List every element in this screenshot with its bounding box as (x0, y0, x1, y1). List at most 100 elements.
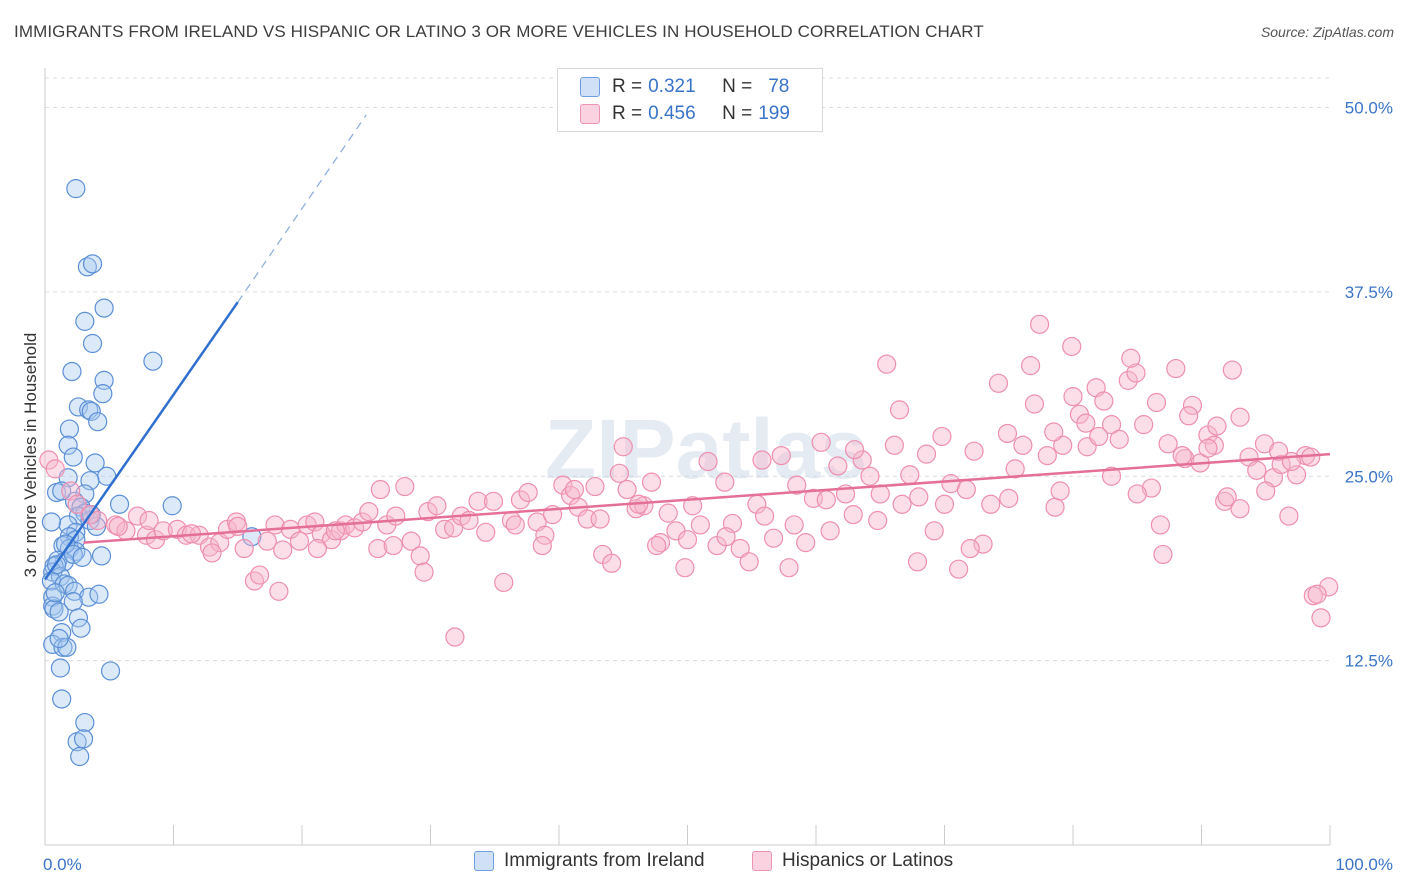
point-ireland (91, 546, 112, 566)
point-ireland (93, 384, 113, 404)
point-hispanic (202, 543, 222, 563)
point-hispanic (1126, 363, 1146, 383)
point-hispanic (269, 581, 289, 601)
point-hispanic (476, 522, 496, 542)
point-hispanic (932, 426, 952, 447)
point-ireland (62, 361, 82, 382)
point-hispanic (816, 490, 836, 510)
hispanic-legend-swatch (752, 851, 772, 871)
point-ireland (59, 419, 80, 439)
point-hispanic (1013, 435, 1033, 455)
source-label: Source: ZipAtlas.com (1260, 24, 1394, 40)
hispanic-swatch (580, 104, 600, 124)
point-hispanic (779, 558, 799, 578)
point-hispanic (1230, 407, 1250, 427)
watermark: ZIPatlas (545, 402, 867, 496)
point-hispanic (1182, 395, 1203, 416)
point-hispanic (386, 506, 406, 526)
point-hispanic (414, 562, 434, 582)
point-hispanic (1207, 416, 1227, 436)
trend-lines (43, 114, 1331, 581)
point-ireland (73, 729, 94, 749)
r-label: R = (612, 103, 643, 124)
point-hispanic (510, 490, 531, 510)
y-tick-label: 37.5% (1345, 283, 1393, 302)
point-ireland (81, 401, 101, 421)
point-hispanic (828, 456, 848, 476)
point-hispanic (613, 437, 633, 457)
point-hispanic (383, 535, 403, 556)
point-hispanic (609, 463, 629, 483)
point-hispanic (698, 451, 718, 472)
point-hispanic (852, 450, 872, 470)
point-hispanic (884, 435, 904, 455)
point-hispanic (973, 534, 993, 554)
point-hispanic (1044, 422, 1064, 442)
point-ireland (66, 179, 86, 199)
point-hispanic (249, 565, 270, 585)
point-hispanic (900, 465, 920, 485)
point-hispanic (1020, 356, 1041, 376)
n-value: 199 (758, 103, 790, 124)
point-hispanic (811, 432, 831, 452)
point-ireland (50, 658, 71, 678)
point-hispanic (273, 540, 293, 560)
point-hispanic (602, 553, 622, 573)
n-value: 78 (768, 76, 790, 97)
trend-line-hispanic (83, 452, 1331, 544)
point-hispanic (1024, 394, 1045, 414)
point-hispanic (289, 531, 310, 551)
point-ireland (45, 583, 65, 603)
bottom-legend: Immigrants from Ireland Hispanics or Lat… (0, 850, 1406, 880)
point-hispanic (820, 521, 840, 541)
point-hispanic (1146, 392, 1167, 413)
ireland-legend-swatch (474, 851, 494, 871)
point-hispanic (445, 627, 465, 647)
point-hispanic (401, 531, 421, 551)
point-ireland (162, 496, 182, 516)
point-ireland (58, 435, 78, 455)
point-hispanic (771, 446, 791, 466)
point-hispanic (468, 491, 488, 511)
point-hispanic (754, 506, 775, 526)
stats-row-hispanic: R = 0.456 N = 199 (580, 102, 790, 126)
n-label: N = (722, 76, 753, 97)
point-ireland (75, 311, 95, 331)
point-hispanic (909, 487, 929, 507)
point-hispanic (330, 521, 351, 541)
point-hispanic (1319, 577, 1339, 597)
r-value: 0.456 (648, 103, 696, 124)
point-hispanic (981, 494, 1001, 514)
tick-labels: 12.5% 25.0% 37.5% 50.0% 0.0% 100.0% (43, 99, 1393, 875)
y-axis-label: 3 or more Vehicles in Household (21, 333, 40, 578)
point-hispanic (108, 516, 128, 537)
point-hispanic (716, 527, 736, 547)
point-hispanic (784, 515, 804, 535)
point-hispanic (964, 441, 984, 461)
point-hispanic (868, 510, 888, 531)
point-ireland (72, 547, 92, 567)
y-tick-label: 25.0% (1345, 467, 1393, 486)
point-hispanic (1311, 608, 1331, 628)
point-hispanic (860, 466, 880, 486)
point-hispanic (45, 459, 65, 479)
point-hispanic (1153, 544, 1173, 565)
point-ireland (63, 447, 83, 467)
point-hispanic (1217, 487, 1237, 507)
point-hispanic (997, 423, 1018, 444)
legend-label-ireland: Immigrants from Ireland (504, 850, 705, 871)
point-hispanic (752, 450, 772, 470)
point-hispanic (494, 572, 514, 593)
point-hispanic (739, 552, 759, 572)
point-ireland (100, 661, 121, 681)
point-hispanic (1127, 484, 1147, 504)
point-ireland (89, 584, 109, 604)
point-hispanic (370, 479, 390, 500)
point-hispanic (410, 546, 430, 566)
point-hispanic (796, 533, 816, 553)
r-label: R = (612, 76, 643, 97)
ireland-swatch (580, 77, 600, 97)
point-hispanic (1134, 415, 1154, 435)
point-hispanic (1307, 584, 1327, 604)
